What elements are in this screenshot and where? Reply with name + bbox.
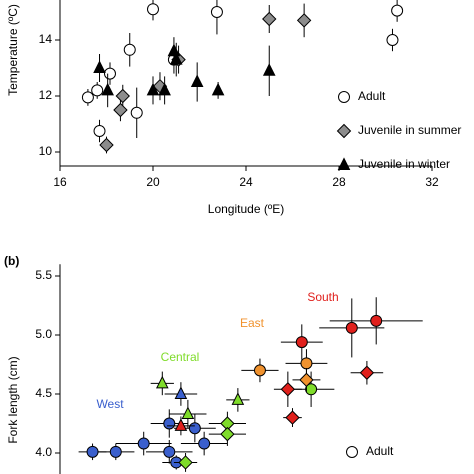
marker-circle (370, 314, 383, 327)
marker-triangle (93, 60, 106, 73)
region-label: Central (161, 350, 200, 364)
marker-circle (137, 437, 150, 450)
marker-circle (345, 321, 358, 334)
y-tick-label: 12 (39, 88, 53, 102)
marker-circle (346, 446, 358, 458)
marker-triangle (146, 82, 160, 96)
marker-diamond (113, 102, 128, 118)
marker-diamond (115, 88, 130, 104)
x-tick-label: 28 (332, 175, 346, 189)
marker-diamond (359, 365, 375, 380)
marker-diamond (336, 123, 352, 139)
marker-circle (386, 34, 399, 46)
marker-circle (86, 445, 99, 458)
marker-circle (103, 67, 116, 80)
x-tick-label: 20 (146, 175, 160, 189)
marker-triangle (181, 406, 195, 420)
legend-label: Adult (358, 89, 386, 103)
y-axis-label: Fork length (cm) (6, 356, 20, 443)
marker-triangle (337, 157, 351, 170)
marker-circle (198, 437, 211, 450)
marker-triangle (169, 51, 183, 65)
marker-circle (163, 445, 176, 458)
marker-triangle (167, 43, 181, 57)
marker-circle (188, 422, 201, 435)
marker-circle (81, 91, 94, 104)
marker-diamond (296, 13, 312, 28)
region-label: East (240, 316, 265, 330)
marker-triangle (155, 375, 169, 389)
marker-circle (210, 6, 223, 18)
panel-label: (b) (4, 254, 19, 268)
legend-label: Juvenile in summer (358, 123, 461, 137)
marker-circle (147, 3, 159, 16)
marker-circle (391, 4, 404, 17)
marker-circle (300, 357, 313, 370)
y-tick-label: 14 (39, 32, 53, 46)
marker-circle (253, 364, 266, 377)
marker-circle (109, 445, 122, 458)
marker-diamond (99, 137, 114, 153)
region-label: West (96, 397, 124, 411)
y-tick-label: 10 (39, 144, 53, 158)
marker-triangle (174, 386, 188, 399)
marker-circle (91, 84, 104, 97)
y-tick-label: 4.0 (35, 445, 52, 459)
x-tick-label: 32 (425, 175, 439, 189)
marker-triangle (211, 82, 225, 96)
marker-circle (338, 91, 350, 103)
marker-diamond (280, 382, 296, 397)
region-label: South (307, 290, 338, 304)
marker-circle (163, 417, 176, 430)
marker-circle (305, 383, 318, 396)
y-axis-label: Temperature (ºC) (6, 4, 20, 96)
marker-circle (130, 106, 143, 119)
marker-triangle (190, 74, 204, 87)
y-tick-label: 5.5 (35, 268, 52, 282)
marker-circle (93, 125, 106, 137)
legend-label: Juvenile in winter (358, 157, 450, 171)
marker-diamond (178, 455, 193, 470)
y-tick-label: 5.0 (35, 327, 52, 341)
marker-diamond (262, 11, 277, 27)
legend-label: Adult (366, 444, 394, 458)
marker-triangle (158, 82, 171, 96)
x-axis-label: Longitude (ºE) (208, 202, 284, 216)
marker-triangle (174, 418, 188, 431)
marker-triangle (101, 82, 114, 96)
x-tick-label: 16 (53, 175, 67, 189)
marker-diamond (220, 426, 235, 442)
marker-triangle (262, 63, 276, 76)
marker-circle (123, 43, 136, 56)
marker-triangle (231, 392, 245, 405)
marker-circle (295, 336, 308, 349)
marker-diamond (299, 372, 314, 388)
y-tick-label: 4.5 (35, 386, 52, 400)
marker-diamond (285, 410, 300, 425)
x-tick-label: 24 (239, 175, 253, 189)
